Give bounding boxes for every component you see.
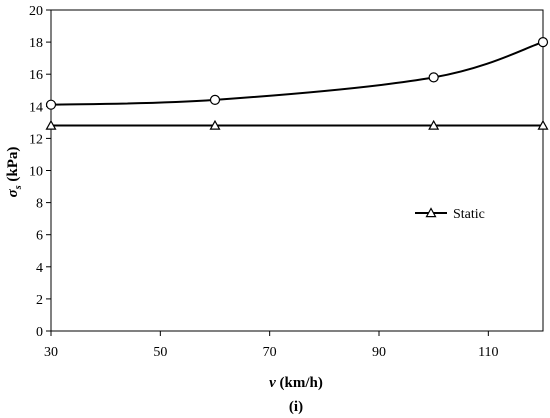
data-point: [537, 36, 549, 48]
y-tick-label: 10: [29, 165, 43, 180]
y-axis-label: σs (kPa): [5, 147, 24, 198]
data-point: [45, 99, 57, 110]
axes: 0 2 4 6 8 10 12 14 16 18 20 30 50 70 90 110: [29, 4, 544, 360]
y-tick-label: 14: [29, 100, 43, 115]
series-static: [45, 119, 549, 130]
y-tick-label: 12: [29, 132, 43, 147]
y-tick-label: 8: [36, 197, 43, 212]
y-tick-label: 20: [29, 4, 43, 19]
data-point: [209, 119, 221, 130]
y-tick-label: 4: [36, 261, 43, 276]
panel-label: (i): [289, 399, 303, 415]
y-axis-label-sub: s: [13, 185, 24, 190]
legend-label: Static: [453, 207, 485, 222]
series-layer: [45, 36, 549, 130]
series-line: [50, 41, 544, 106]
x-axis-label: v (km/h): [269, 375, 323, 391]
y-tick-label: 16: [29, 68, 43, 83]
x-tick-label: 90: [372, 345, 386, 360]
y-tick-label: 2: [36, 293, 43, 308]
x-tick-label: 50: [153, 345, 167, 360]
y-tick-label: 18: [29, 36, 43, 51]
x-tick-label: 110: [478, 345, 498, 360]
legend: Static: [415, 207, 485, 222]
x-tick-label: 70: [263, 345, 277, 360]
data-point: [537, 119, 549, 130]
data-point: [209, 94, 221, 105]
legend-item-static: Static: [415, 207, 485, 222]
data-point: [45, 119, 57, 130]
series-dynamic: [45, 36, 549, 110]
plot-frame: [50, 9, 544, 332]
x-axis-label-unit: (km/h): [276, 375, 323, 391]
data-point: [428, 119, 440, 130]
y-axis-label-var: σ: [5, 188, 21, 197]
x-axis-label-var: v: [269, 375, 276, 391]
data-point: [428, 72, 439, 83]
legend-marker: [425, 207, 437, 218]
y-tick-label: 0: [36, 325, 43, 340]
y-axis-label-unit: (kPa): [5, 147, 21, 186]
x-tick-label: 30: [44, 345, 58, 360]
y-tick-label: 6: [36, 229, 43, 244]
